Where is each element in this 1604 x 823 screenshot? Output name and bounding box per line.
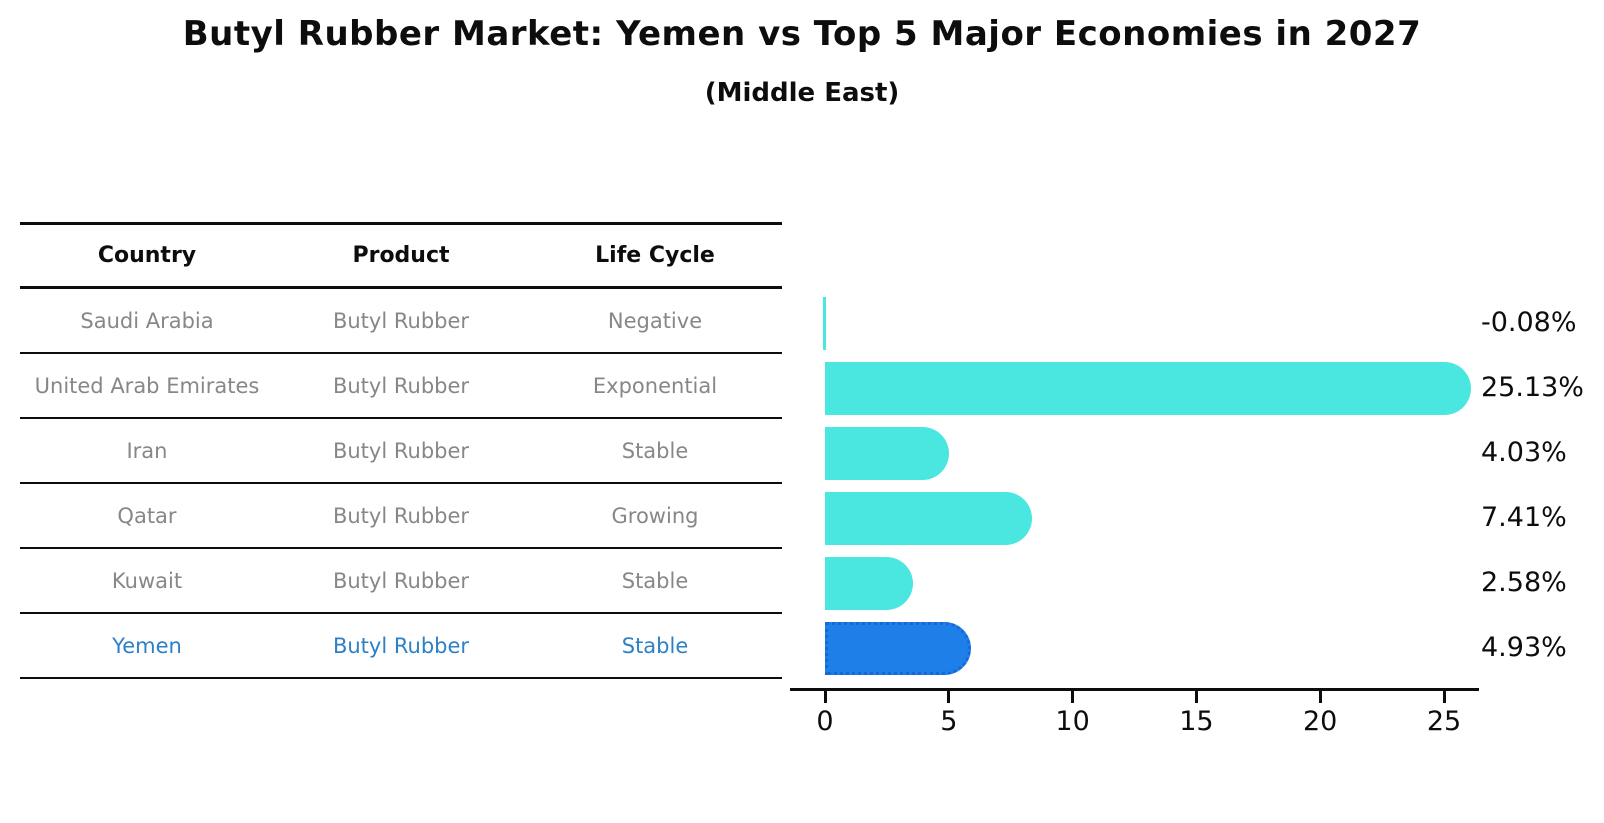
x-axis-tick-label: 25 [1426, 706, 1462, 737]
x-axis-tick-label: 15 [1179, 706, 1214, 737]
table-body: Saudi Arabia Butyl Rubber Negative United A… [20, 289, 782, 679]
header-cell-product: Product [352, 243, 450, 268]
page-subtitle: (Middle East) [704, 78, 900, 108]
cell-country: United Arab Emirates [34, 373, 260, 398]
cell-country: Yemen [112, 633, 182, 658]
cell-product: Butyl Rubber [332, 503, 470, 528]
bar [823, 296, 826, 350]
cell-country: Qatar [117, 503, 177, 528]
header-cell-country: Country [97, 243, 197, 268]
table-row: United Arab Emirates Butyl Rubber Exponent… [20, 354, 782, 419]
x-axis-tick [1194, 691, 1198, 703]
cell-product: Butyl Rubber [332, 373, 470, 398]
bar-value-label: 4.93% [1481, 632, 1567, 663]
bar [825, 361, 1471, 415]
bar-value-label: 7.41% [1481, 502, 1567, 533]
cell-product: Butyl Rubber [332, 438, 470, 463]
cell-lifecycle: Stable [621, 438, 689, 463]
cell-lifecycle: Stable [621, 633, 689, 658]
cell-product: Butyl Rubber [332, 633, 470, 658]
cell-lifecycle: Growing [611, 503, 699, 528]
bar-value-label: 2.58% [1481, 567, 1567, 598]
cell-lifecycle: Stable [621, 568, 689, 593]
table-header-row: Country Product Life Cycle [20, 225, 782, 289]
comparison-table: Country Product Life Cycle Saudi Arabia B… [20, 222, 782, 679]
x-axis-tick [823, 691, 827, 703]
x-axis-tick [1318, 691, 1322, 703]
cell-product: Butyl Rubber [332, 568, 470, 593]
x-axis-tick-label: 10 [1055, 706, 1090, 737]
x-axis-tick-label: 5 [940, 706, 958, 737]
bar-value-label: -0.08% [1481, 307, 1577, 338]
page-title: Butyl Rubber Market: Yemen vs Top 5 Majo… [182, 14, 1422, 54]
x-axis-tick-label: 20 [1303, 706, 1338, 737]
bar-yemen-highlight [825, 621, 971, 675]
table-row-highlight: Yemen Butyl Rubber Stable [20, 614, 782, 679]
cell-country: Saudi Arabia [80, 308, 214, 333]
bar [825, 556, 913, 610]
bar-value-label: 25.13% [1481, 372, 1584, 403]
header-cell-lifecycle: Life Cycle [595, 243, 715, 268]
table-row: Saudi Arabia Butyl Rubber Negative [20, 289, 782, 354]
cell-country: Iran [126, 438, 168, 463]
cell-country: Kuwait [111, 568, 183, 593]
cell-product: Butyl Rubber [332, 308, 470, 333]
x-axis-tick [1071, 691, 1075, 703]
table-row: Qatar Butyl Rubber Growing [20, 484, 782, 549]
table-row: Iran Butyl Rubber Stable [20, 419, 782, 484]
cell-lifecycle: Exponential [592, 373, 718, 398]
x-axis-tick [1442, 691, 1446, 703]
bar [825, 426, 949, 480]
cell-lifecycle: Negative [607, 308, 703, 333]
x-axis-tick [947, 691, 951, 703]
bar [825, 491, 1032, 545]
bar-value-label: 4.03% [1481, 437, 1567, 468]
x-axis-tick-label: 0 [816, 706, 834, 737]
table-row: Kuwait Butyl Rubber Stable [20, 549, 782, 614]
x-axis-line [790, 688, 1479, 691]
